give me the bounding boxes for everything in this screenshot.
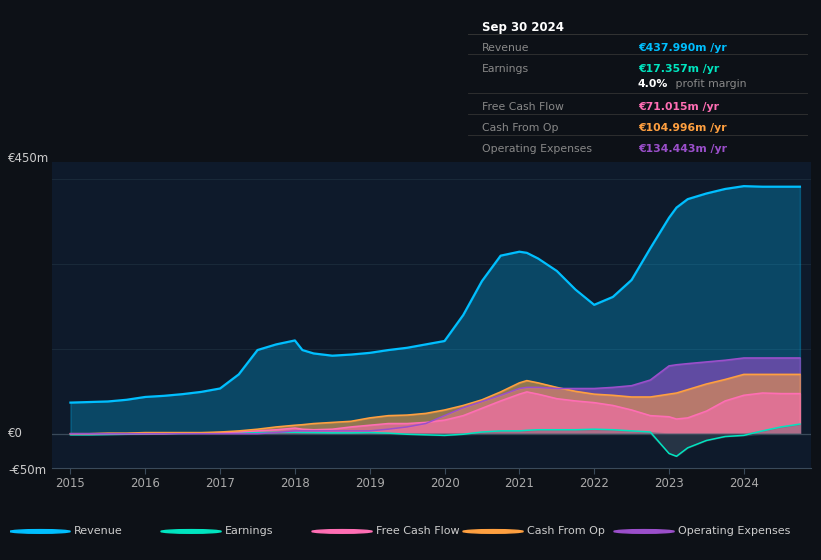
Circle shape [614,530,674,533]
Circle shape [463,530,523,533]
Text: Free Cash Flow: Free Cash Flow [376,526,460,536]
Text: Operating Expenses: Operating Expenses [678,526,791,536]
Text: €17.357m /yr: €17.357m /yr [638,64,719,74]
Text: Earnings: Earnings [482,64,529,74]
Circle shape [312,530,372,533]
Text: Operating Expenses: Operating Expenses [482,144,592,153]
Text: Free Cash Flow: Free Cash Flow [482,101,563,111]
Text: €0: €0 [8,427,23,440]
Circle shape [10,530,71,533]
Text: €450m: €450m [8,152,49,165]
Text: Revenue: Revenue [74,526,123,536]
Text: Cash From Op: Cash From Op [527,526,605,536]
Text: €437.990m /yr: €437.990m /yr [638,43,727,53]
Text: €104.996m /yr: €104.996m /yr [638,123,727,133]
Text: -€50m: -€50m [8,464,46,477]
Text: Earnings: Earnings [225,526,273,536]
Text: €71.015m /yr: €71.015m /yr [638,101,719,111]
Text: profit margin: profit margin [672,79,746,89]
Text: Sep 30 2024: Sep 30 2024 [482,21,563,34]
Text: €134.443m /yr: €134.443m /yr [638,144,727,153]
Text: Revenue: Revenue [482,43,529,53]
Circle shape [161,530,221,533]
Text: Cash From Op: Cash From Op [482,123,558,133]
Text: 4.0%: 4.0% [638,79,668,89]
